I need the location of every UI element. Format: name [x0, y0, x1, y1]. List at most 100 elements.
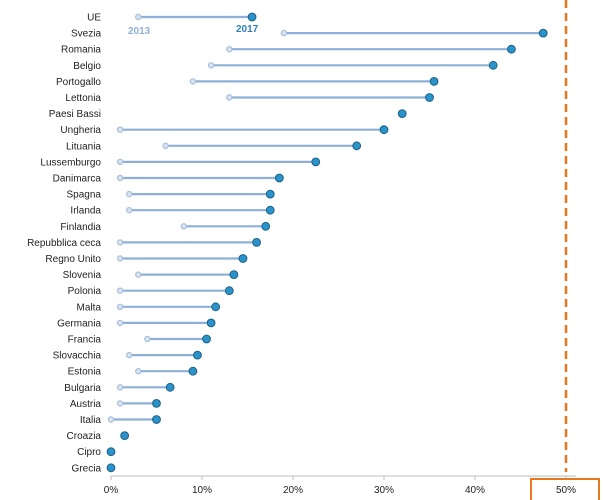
- row-slovenia: Slovenia: [63, 270, 239, 281]
- point-2013: [107, 416, 115, 423]
- point-2013: [125, 351, 133, 359]
- point-2013: [226, 94, 233, 101]
- point-2017: [106, 463, 116, 473]
- point-2013: [189, 78, 197, 85]
- row-bulgaria: Bulgaria: [64, 382, 175, 394]
- category-label: Romania: [61, 45, 101, 56]
- category-label: Irlanda: [70, 206, 101, 217]
- row-irlanda: Irlanda: [70, 205, 275, 217]
- row-polonia: Polonia: [68, 286, 234, 297]
- row-svezia: Svezia: [71, 28, 548, 40]
- category-label: Slovacchia: [53, 351, 102, 362]
- point-2013: [116, 174, 124, 182]
- point-2017: [152, 415, 161, 424]
- point-2013: [116, 400, 124, 407]
- point-2013: [116, 287, 124, 294]
- row-grecia: Grecia: [72, 463, 116, 474]
- row-estonia: Estonia: [68, 366, 198, 378]
- category-label: Estonia: [68, 367, 102, 378]
- category-label: Belgio: [73, 61, 101, 72]
- point-2013: [116, 384, 124, 391]
- category-label: Lituania: [66, 141, 101, 152]
- category-label: Bulgaria: [64, 383, 101, 394]
- x-tick-label: 20%: [283, 485, 303, 496]
- point-2017: [252, 238, 262, 247]
- category-label: Paesi Bassi: [49, 109, 101, 120]
- category-label: Austria: [70, 399, 102, 410]
- row-francia: Francia: [68, 335, 211, 346]
- point-2017: [202, 334, 211, 344]
- category-label: Portogallo: [56, 77, 101, 88]
- category-label: Cipro: [77, 447, 101, 458]
- row-lussemburgo: Lussemburgo: [40, 157, 321, 168]
- point-2017: [261, 221, 271, 231]
- legend-label-2013: 2013: [128, 26, 151, 37]
- row-ungheria: Ungheria: [60, 125, 389, 136]
- point-2013: [125, 190, 133, 198]
- category-label: Lussemburgo: [40, 157, 101, 168]
- row-finlandia: Finlandia: [60, 221, 271, 233]
- point-2017: [106, 447, 116, 457]
- category-label: Svezia: [71, 29, 101, 40]
- category-label: Francia: [68, 335, 102, 346]
- point-2013: [116, 319, 124, 327]
- point-2013: [116, 158, 124, 166]
- point-2017: [265, 189, 275, 199]
- point-2017: [425, 93, 434, 102]
- category-label: Slovenia: [63, 270, 102, 281]
- category-label: Grecia: [72, 463, 102, 474]
- x-tick-label: 50%: [556, 485, 576, 496]
- point-2017: [538, 28, 548, 38]
- x-tick-label: 40%: [465, 485, 485, 496]
- point-2017: [165, 382, 175, 392]
- row-repubblica-ceca: Repubblica ceca: [27, 238, 262, 249]
- point-2017: [152, 399, 161, 408]
- category-label: Repubblica ceca: [27, 238, 101, 249]
- row-romania: Romania: [61, 44, 516, 56]
- row-paesi-bassi: Paesi Bassi: [49, 109, 407, 120]
- point-2017: [274, 173, 284, 183]
- point-2013: [116, 255, 124, 262]
- row-cipro: Cipro: [77, 447, 116, 458]
- row-belgio: Belgio: [73, 61, 498, 72]
- legend-label-2017: 2017: [236, 24, 259, 35]
- x-axis-ticks: 0% 10% 20% 30% 40% 50%: [104, 476, 576, 496]
- row-portogallo: Portogallo: [56, 77, 439, 88]
- point-2017: [397, 109, 407, 118]
- category-label: Polonia: [68, 286, 102, 297]
- x-tick-label: 10%: [192, 485, 212, 496]
- chart-rows: UE Svezia Romania Belgio Portogallo Lettonia P…: [27, 12, 548, 474]
- point-2013: [116, 303, 124, 310]
- row-lettonia: Lettonia: [65, 93, 434, 104]
- point-2013: [135, 13, 142, 21]
- highlight-box-50pct: [530, 478, 600, 500]
- point-2017: [229, 270, 239, 280]
- x-tick-label: 30%: [374, 485, 394, 496]
- point-2017: [379, 125, 389, 135]
- category-label: UE: [87, 13, 101, 24]
- point-2013: [135, 368, 142, 375]
- row-slovacchia: Slovacchia: [53, 351, 202, 362]
- point-2017: [120, 431, 130, 441]
- point-2017: [188, 366, 198, 376]
- category-label: Croazia: [67, 431, 102, 442]
- point-2017: [247, 12, 257, 22]
- point-2017: [507, 44, 516, 54]
- row-croazia: Croazia: [67, 431, 130, 442]
- row-spagna: Spagna: [67, 190, 275, 201]
- point-2017: [224, 286, 234, 296]
- category-label: Lettonia: [65, 93, 101, 104]
- row-italia: Italia: [80, 415, 161, 426]
- row-danimarca: Danimarca: [53, 174, 284, 185]
- category-label: Italia: [80, 415, 102, 426]
- row-malta: Malta: [77, 302, 221, 313]
- point-2013: [207, 62, 215, 69]
- category-label: Germania: [57, 318, 101, 329]
- category-label: Ungheria: [60, 125, 101, 136]
- category-label: Regno Unito: [45, 254, 101, 265]
- point-2013: [116, 126, 124, 133]
- point-2017: [265, 205, 275, 215]
- point-2017: [238, 254, 248, 263]
- point-2013: [162, 142, 169, 149]
